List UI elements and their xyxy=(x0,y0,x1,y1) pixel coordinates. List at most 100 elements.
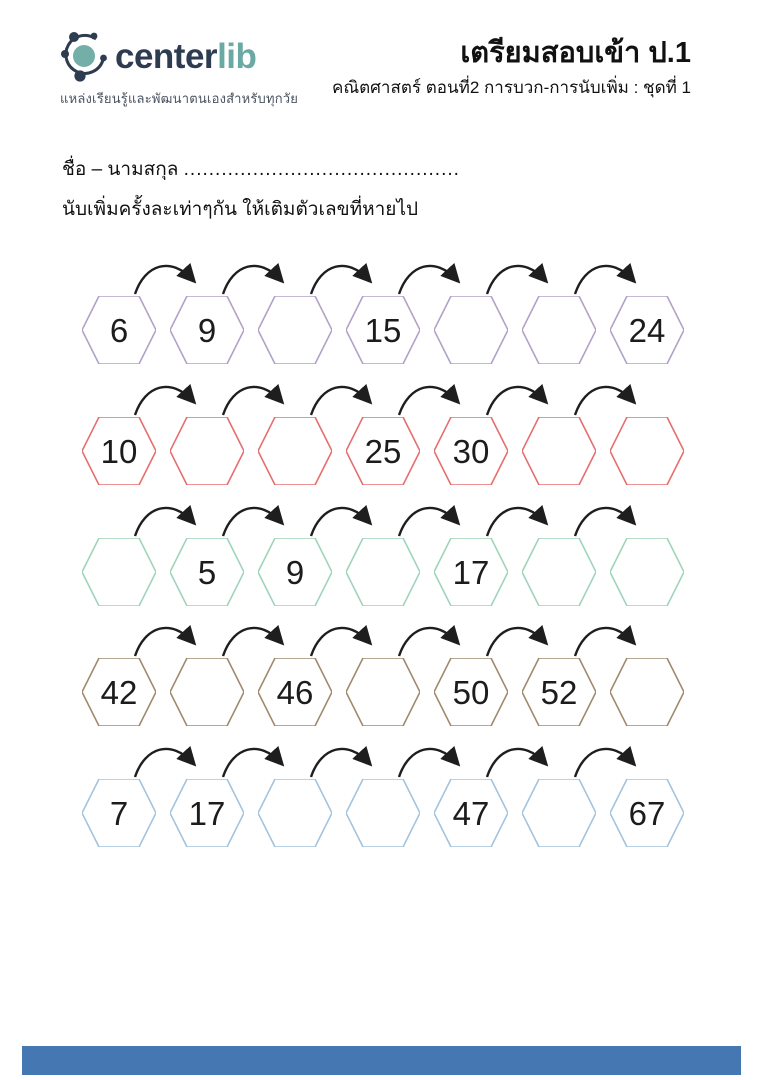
hex-cell-blank[interactable] xyxy=(170,658,244,726)
arrow-icon xyxy=(133,262,197,295)
hex-value: 30 xyxy=(452,432,490,470)
hex-cell-blank[interactable] xyxy=(610,538,684,606)
hex-cell: 17 xyxy=(434,538,508,606)
hex-value xyxy=(258,779,332,847)
hex-cell-blank[interactable] xyxy=(434,296,508,364)
instruction-text: นับเพิ่มครั้งละเท่าๆกัน ให้เติมตัวเลขที่… xyxy=(62,199,419,220)
hex-cell-blank[interactable] xyxy=(522,296,596,364)
hex-cell: 6 xyxy=(82,296,156,364)
hex-cell-blank[interactable] xyxy=(346,779,420,847)
hex-value: 9 xyxy=(197,311,217,349)
hex-value xyxy=(522,296,596,364)
sequence-row-5: 7 17 47 67 xyxy=(82,735,686,847)
arrow-icon xyxy=(221,262,285,295)
hex-value xyxy=(170,417,244,485)
hex-value: 46 xyxy=(276,673,314,711)
hex-value: 15 xyxy=(364,311,402,349)
hex-value: 17 xyxy=(452,553,490,591)
hex-cell-blank[interactable] xyxy=(346,538,420,606)
hex-cell-blank[interactable] xyxy=(346,658,420,726)
sequence-row-2: 10 25 30 xyxy=(82,373,686,485)
hex-value: 42 xyxy=(100,673,138,711)
hex-cell-blank[interactable] xyxy=(258,417,332,485)
hex-value: 17 xyxy=(188,794,226,832)
hex-value xyxy=(258,417,332,485)
hex-value xyxy=(522,538,596,606)
hex-cell: 9 xyxy=(170,296,244,364)
hex-cell-blank[interactable] xyxy=(82,538,156,606)
arrow-icon xyxy=(485,624,549,657)
hex-value: 7 xyxy=(109,794,129,832)
hex-cell: 52 xyxy=(522,658,596,726)
hex-cell-blank[interactable] xyxy=(610,658,684,726)
hex-cell-blank[interactable] xyxy=(258,296,332,364)
hex-cell: 30 xyxy=(434,417,508,485)
arrow-icon xyxy=(485,504,549,537)
hex-cell-blank[interactable] xyxy=(522,779,596,847)
hex-cell: 50 xyxy=(434,658,508,726)
sequence-row-4: 42 46 50 52 xyxy=(82,614,686,726)
hex-cell-blank[interactable] xyxy=(170,417,244,485)
hex-cell: 46 xyxy=(258,658,332,726)
hex-value xyxy=(258,296,332,364)
arrow-icon xyxy=(309,504,373,537)
name-fill-in-blank[interactable]: ........................................… xyxy=(183,159,460,180)
arrow-icon xyxy=(221,504,285,537)
hex-value: 24 xyxy=(628,311,666,349)
hex-cell-blank[interactable] xyxy=(610,417,684,485)
centerlib-logo-icon xyxy=(61,32,107,82)
arrow-icon xyxy=(221,745,285,778)
logo: centerlib แหล่งเรียนรู้และพัฒนาตนเองสำหร… xyxy=(60,28,298,109)
arrow-icon xyxy=(485,745,549,778)
footer-bar xyxy=(22,1046,741,1075)
sequence-row-1: 6 9 15 24 xyxy=(82,252,686,364)
hex-value: 10 xyxy=(100,432,138,470)
arrow-icon xyxy=(133,383,197,416)
hex-cell-blank[interactable] xyxy=(522,538,596,606)
hex-value xyxy=(522,779,596,847)
hex-value: 6 xyxy=(109,311,129,349)
arrow-icon xyxy=(573,383,637,416)
brand-primary-text: center xyxy=(115,36,218,76)
hex-value: 25 xyxy=(364,432,402,470)
arrow-icon xyxy=(309,745,373,778)
hex-cell: 5 xyxy=(170,538,244,606)
arrow-icon xyxy=(133,745,197,778)
hex-value: 5 xyxy=(197,553,217,591)
hex-cell: 67 xyxy=(610,779,684,847)
hex-cell: 10 xyxy=(82,417,156,485)
hex-cell: 25 xyxy=(346,417,420,485)
hex-cell: 24 xyxy=(610,296,684,364)
hex-cell: 9 xyxy=(258,538,332,606)
hex-cell-blank[interactable] xyxy=(258,779,332,847)
page-subtitle: คณิตศาสตร์ ตอนที่2 การบวก-การนับเพิ่ม : … xyxy=(331,78,691,98)
hex-cell: 15 xyxy=(346,296,420,364)
arrow-icon xyxy=(573,624,637,657)
arrow-icon xyxy=(309,383,373,416)
hex-value xyxy=(346,658,420,726)
hex-value xyxy=(610,658,684,726)
hex-cell: 47 xyxy=(434,779,508,847)
name-label: ชื่อ – นามสกุล xyxy=(62,159,179,180)
hex-value xyxy=(82,538,156,606)
sequence-row-3: 5 9 17 xyxy=(82,494,686,606)
hex-value: 9 xyxy=(285,553,305,591)
hex-value xyxy=(610,538,684,606)
arrow-icon xyxy=(397,624,461,657)
arrow-icon xyxy=(221,624,285,657)
brand-wordmark: centerlib xyxy=(115,36,257,76)
hex-value xyxy=(522,417,596,485)
arrow-icon xyxy=(397,383,461,416)
arrow-icon xyxy=(485,383,549,416)
hex-cell: 17 xyxy=(170,779,244,847)
hex-value: 50 xyxy=(452,673,490,711)
hex-value: 67 xyxy=(628,794,666,832)
arrow-icon xyxy=(573,745,637,778)
arrow-icon xyxy=(573,504,637,537)
hex-cell-blank[interactable] xyxy=(522,417,596,485)
brand-secondary-text: lib xyxy=(217,36,257,76)
arrow-icon xyxy=(221,383,285,416)
arrow-icon xyxy=(133,624,197,657)
brand-tagline: แหล่งเรียนรู้และพัฒนาตนเองสำหรับทุกวัย xyxy=(60,91,299,106)
